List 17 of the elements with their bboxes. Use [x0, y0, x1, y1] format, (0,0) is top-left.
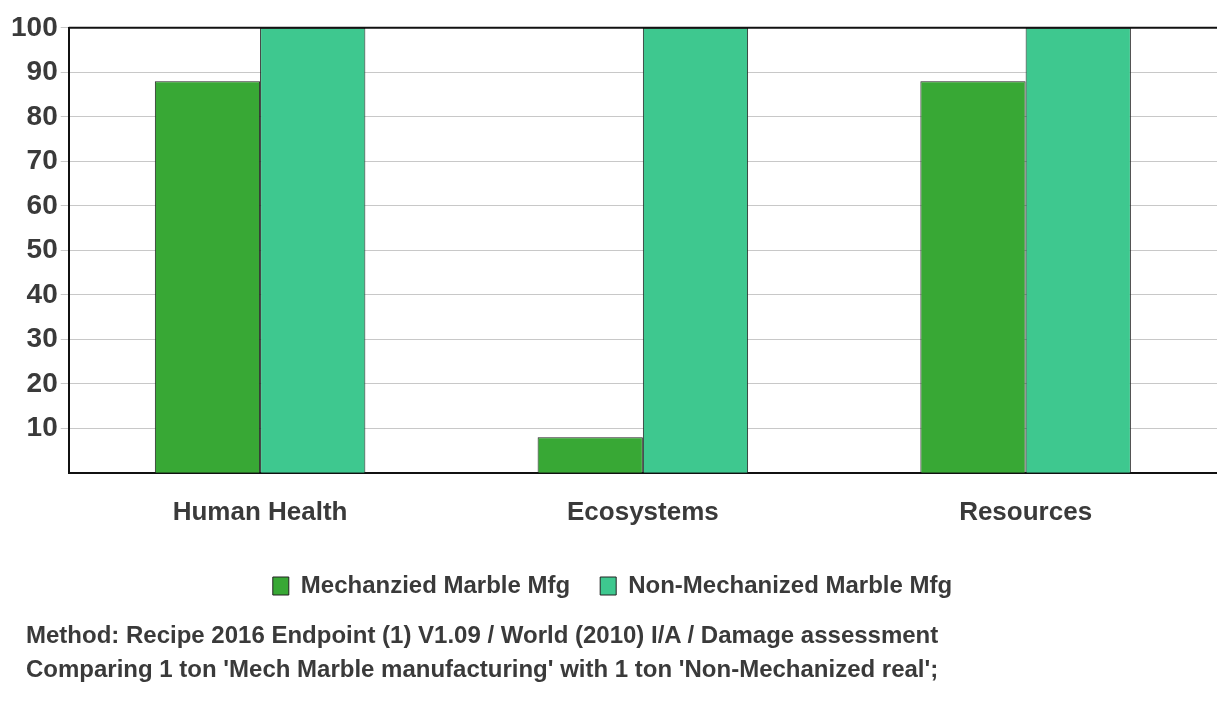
x-tick-label: Ecosystems — [566, 495, 719, 526]
y-tick-label: 60 — [26, 188, 58, 220]
legend-label: Non-Mechanized Marble Mfg — [628, 570, 953, 598]
x-tick-label: Human Health — [172, 495, 348, 526]
y-tick-label: 50 — [26, 233, 58, 265]
y-tick-label: 70 — [26, 144, 58, 176]
y-tick-label: 30 — [26, 322, 58, 354]
text: Method: Recipe 2016 Endpoint (1) V1.09 / World (2010) I/A / Damage assessment — [26, 620, 940, 650]
legend-label: Mechanzied Marble Mfg — [300, 570, 571, 598]
y-tick-label: 80 — [26, 99, 58, 131]
text: Comparing 1 ton 'Mech Marble manufacturing' with 1 ton 'Non-Mechanized real'; — [26, 654, 940, 684]
y-tick-label: 100 — [11, 10, 58, 42]
y-tick-label: 40 — [26, 277, 58, 309]
y-tick-label: 10 — [26, 411, 58, 443]
x-tick-label: Resources — [959, 495, 1093, 526]
y-tick-label: 20 — [26, 366, 58, 398]
y-tick-label: 90 — [26, 55, 58, 87]
